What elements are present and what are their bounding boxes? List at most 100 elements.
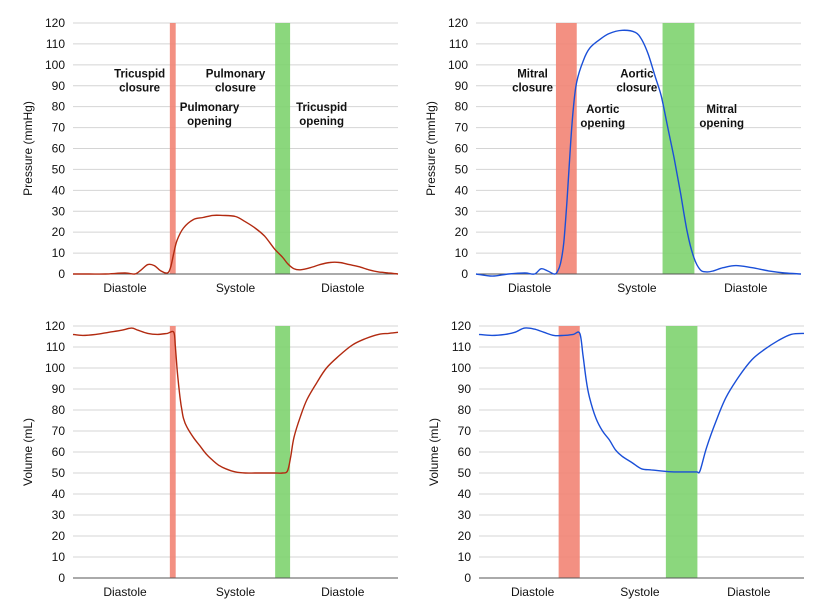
valve-annotation-line: closure [119, 82, 160, 94]
valve-annotation-line: Aortic [586, 104, 620, 116]
phase-label: Diastole [103, 281, 147, 295]
chart-lv-pressure: 0 10 20 30 40 50 60 70 80 90 100 110 120 Pressure (mm… [424, 16, 802, 295]
phase-label: Systole [617, 281, 657, 295]
valve-annotation-line: opening [187, 116, 232, 128]
phase-label: Diastole [321, 281, 365, 295]
y-tick-label: 40 [455, 183, 469, 197]
y-tick-label: 30 [455, 204, 469, 218]
series-line [72, 327, 399, 474]
y-tick-label: 90 [455, 79, 469, 93]
valve-annotation: Pulmonary opening [180, 102, 240, 128]
y-tick-label: 90 [458, 382, 472, 396]
series-line [475, 29, 802, 277]
valve-annotation-line: opening [699, 118, 744, 130]
isovolumetric-relaxation-band [662, 23, 695, 274]
valve-annotation-line: Mitral [517, 68, 548, 80]
valve-annotation-line: opening [299, 116, 344, 128]
valve-annotation: Tricuspid closure [114, 68, 165, 94]
y-tick-label: 100 [45, 361, 65, 375]
y-tick-label: 10 [52, 550, 66, 564]
phase-label: Diastole [511, 585, 555, 599]
y-tick-label: 0 [461, 267, 468, 281]
y-tick-label: 60 [52, 445, 66, 459]
y-tick-label: 30 [52, 204, 66, 218]
valve-annotation-line: Mitral [706, 104, 737, 116]
y-tick-label: 60 [458, 445, 472, 459]
y-tick-label: 120 [45, 16, 65, 30]
valve-annotation: Aortic opening [580, 104, 625, 130]
y-tick-label: 50 [455, 162, 469, 176]
y-tick-label: 80 [52, 100, 66, 114]
y-tick-label: 70 [455, 121, 469, 135]
valve-annotation-line: opening [580, 118, 625, 130]
y-tick-label: 60 [455, 142, 469, 156]
y-tick-label: 100 [451, 361, 471, 375]
y-tick-label: 110 [46, 340, 65, 354]
isovolumetric-contraction-band [169, 23, 176, 274]
y-axis-label: Volume (mL) [427, 418, 441, 486]
isovolumetric-contraction-band [558, 326, 580, 578]
y-tick-label: 120 [451, 319, 471, 333]
y-tick-label: 40 [458, 487, 472, 501]
y-tick-label: 90 [52, 382, 66, 396]
y-tick-label: 110 [449, 37, 468, 51]
y-tick-label: 20 [52, 529, 66, 543]
y-tick-label: 100 [448, 58, 468, 72]
phase-label: Diastole [103, 585, 147, 599]
y-tick-label: 100 [45, 58, 65, 72]
y-tick-label: 40 [52, 183, 66, 197]
y-tick-label: 110 [46, 37, 65, 51]
isovolumetric-relaxation-band [665, 326, 698, 578]
phase-label: Diastole [724, 281, 768, 295]
y-tick-label: 90 [52, 79, 66, 93]
y-tick-label: 60 [52, 142, 66, 156]
valve-annotation-line: closure [616, 82, 657, 94]
series-line [478, 327, 805, 474]
valve-annotation-line: closure [215, 82, 256, 94]
y-tick-label: 110 [452, 340, 471, 354]
y-tick-label: 120 [45, 319, 65, 333]
y-tick-label: 10 [458, 550, 472, 564]
valve-annotation-line: Pulmonary [206, 68, 266, 80]
y-tick-label: 20 [52, 225, 66, 239]
y-tick-label: 20 [455, 225, 469, 239]
isovolumetric-relaxation-band [275, 23, 291, 274]
chart-rv-pressure: 0 10 20 30 40 50 60 70 80 90 100 110 120 Pressure (mm… [21, 16, 399, 295]
phase-label: Diastole [508, 281, 552, 295]
y-tick-label: 70 [52, 121, 66, 135]
y-tick-label: 70 [52, 424, 66, 438]
valve-annotation: Pulmonary closure [206, 68, 266, 94]
y-tick-label: 40 [52, 487, 66, 501]
y-tick-label: 80 [52, 403, 66, 417]
y-tick-label: 0 [58, 571, 65, 585]
isovolumetric-contraction-band [555, 23, 577, 274]
phase-label: Systole [216, 585, 256, 599]
phase-label: Systole [620, 585, 660, 599]
y-tick-label: 30 [458, 508, 472, 522]
series-line [72, 214, 399, 275]
y-tick-label: 50 [52, 162, 66, 176]
valve-annotation: Mitral opening [699, 104, 744, 130]
y-tick-label: 10 [455, 246, 469, 260]
valve-annotation: Aortic closure [616, 68, 657, 94]
valve-annotation-line: Tricuspid [296, 102, 347, 114]
chart-lv-volume: 0 10 20 30 40 50 60 70 80 90 100 110 120 Volume (mL) D… [427, 319, 805, 599]
valve-annotation-line: Pulmonary [180, 102, 240, 114]
y-tick-label: 80 [455, 100, 469, 114]
y-tick-label: 0 [58, 267, 65, 281]
valve-annotation-line: Tricuspid [114, 68, 165, 80]
y-tick-label: 50 [52, 466, 66, 480]
valve-annotation: Mitral closure [512, 68, 553, 94]
y-tick-label: 70 [458, 424, 472, 438]
y-tick-label: 20 [458, 529, 472, 543]
y-axis-label: Volume (mL) [21, 418, 35, 486]
isovolumetric-contraction-band [169, 326, 176, 578]
y-tick-label: 50 [458, 466, 472, 480]
phase-label: Diastole [727, 585, 771, 599]
isovolumetric-relaxation-band [275, 326, 291, 578]
y-axis-label: Pressure (mmHg) [424, 101, 438, 196]
y-tick-label: 120 [448, 16, 468, 30]
chart-rv-volume: 0 10 20 30 40 50 60 70 80 90 100 110 120 Volume (mL) D… [21, 319, 399, 599]
valve-annotation-line: closure [512, 82, 553, 94]
